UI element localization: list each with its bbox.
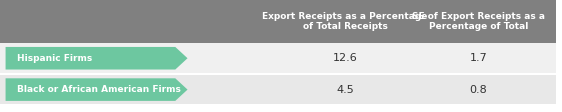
Bar xyxy=(0,104,556,106)
Text: SE of Export Receipts as a
Percentage of Total: SE of Export Receipts as a Percentage of… xyxy=(412,12,545,31)
Polygon shape xyxy=(6,47,188,70)
Bar xyxy=(0,73,556,75)
Text: Hispanic Firms: Hispanic Firms xyxy=(17,54,92,63)
Text: 4.5: 4.5 xyxy=(336,85,354,95)
Bar xyxy=(0,0,556,43)
Text: Export Receipts as a Percentage
of Total Receipts: Export Receipts as a Percentage of Total… xyxy=(262,12,428,31)
Bar xyxy=(0,74,556,105)
Polygon shape xyxy=(6,78,188,101)
Text: 12.6: 12.6 xyxy=(333,53,357,63)
Text: 1.7: 1.7 xyxy=(470,53,487,63)
Bar xyxy=(0,43,556,74)
Text: Black or African American Firms: Black or African American Firms xyxy=(17,85,180,94)
Text: 0.8: 0.8 xyxy=(470,85,487,95)
